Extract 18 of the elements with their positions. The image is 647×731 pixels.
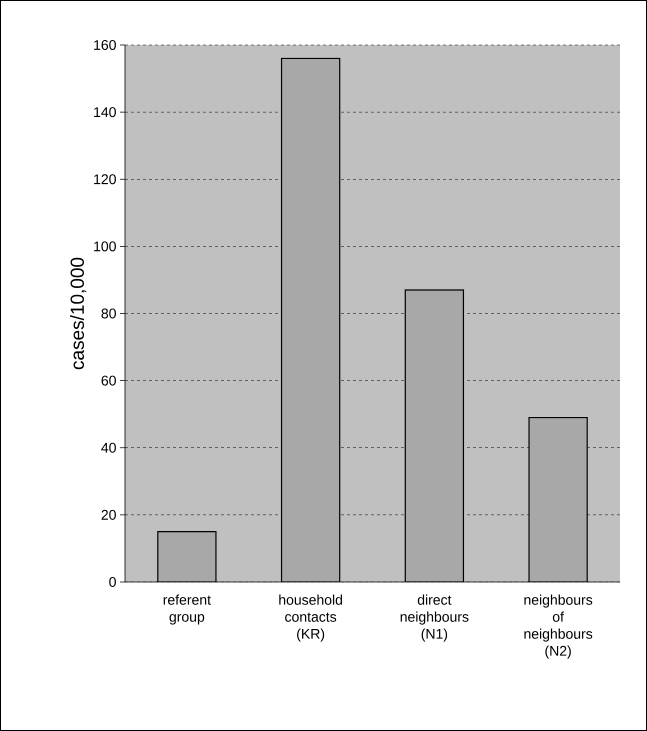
x-tick-label: referent group — [164, 594, 211, 625]
bar — [528, 416, 588, 582]
bar — [280, 58, 340, 582]
bar — [404, 289, 464, 582]
x-tick-label: direct neighbours (N1) — [400, 594, 468, 642]
x-tick-label: neighbours of neighbours (N2) — [524, 594, 592, 659]
y-tick-label: 40 — [101, 442, 116, 453]
y-tick-label: 0 — [109, 577, 116, 587]
bar — [157, 531, 217, 582]
y-tick-label: 100 — [94, 241, 116, 252]
y-tick-label: 120 — [94, 174, 116, 184]
y-axis-title: cases/10,000 — [70, 258, 86, 370]
y-tick-label: 60 — [102, 376, 116, 386]
y-tick-label: 140 — [94, 107, 116, 118]
y-tick-label: 80 — [102, 308, 116, 318]
y-tick-label: 20 — [102, 510, 116, 520]
x-tick-label: household contacts (KR) — [279, 594, 342, 642]
y-tick-label: 160 — [94, 40, 116, 50]
